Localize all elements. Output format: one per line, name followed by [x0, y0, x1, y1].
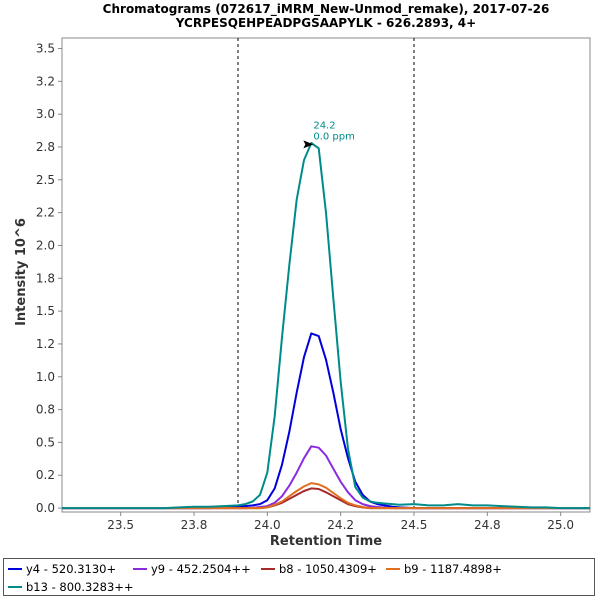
- y-tick-label: 1.2: [36, 337, 55, 351]
- series-layer: [62, 142, 590, 510]
- x-tick-label: 23.5: [107, 518, 134, 532]
- legend-swatch: [8, 586, 22, 588]
- legend-swatch: [261, 568, 275, 570]
- y-tick-label: 2.5: [36, 173, 55, 187]
- legend-item-3: b8 - 1050.4309+: [261, 561, 377, 577]
- x-axis: 23.5 23.8 24.0 24.2 24.5 24.8 25.0: [107, 512, 574, 532]
- legend-item-4: b9 - 1187.4898+: [386, 561, 502, 577]
- legend-swatch: [386, 568, 400, 570]
- x-tick-label: 24.5: [401, 518, 428, 532]
- legend-label: b13 - 800.3283++: [26, 580, 134, 594]
- y-tick-label: 3.2: [36, 74, 55, 88]
- legend-item-2: y9 - 452.2504++: [133, 561, 251, 577]
- legend-label: y4 - 520.3130+: [26, 562, 117, 576]
- y-tick-label: 2.8: [36, 140, 55, 154]
- y-tick-label: 2.2: [36, 206, 55, 220]
- x-tick-label: 23.8: [181, 518, 208, 532]
- peak-ppm-label: 0.0 ppm: [313, 131, 355, 142]
- y-tick-label: 1.8: [36, 271, 55, 285]
- y-axis: 0.0 0.2 0.5 0.8 1.0 1.2 1.5 1.8 2.0 2.2 2.5 2.8 3.0 3…: [36, 42, 62, 515]
- legend-item-5: b13 - 800.3283++: [8, 579, 134, 595]
- series-line-5: [62, 142, 590, 510]
- y-tick-label: 0.0: [36, 501, 55, 515]
- y-tick-label: 0.8: [36, 403, 55, 417]
- integration-boundaries: [237, 38, 415, 512]
- legend: y4 - 520.3130+ y9 - 452.2504++ b8 - 1050.4…: [3, 558, 595, 596]
- x-axis-label: Retention Time: [270, 534, 382, 549]
- chart-subtitle: YCRPESQEHPEADPGSAAPYLK - 626.2893, 4+: [175, 16, 476, 30]
- x-tick-label: 24.8: [474, 518, 501, 532]
- y-tick-label: 1.0: [36, 370, 55, 384]
- peak-rt-label: 24.2: [313, 120, 335, 131]
- y-tick-label: 0.5: [36, 435, 55, 449]
- y-tick-label: 3.0: [36, 107, 55, 121]
- peak-marker: [303, 140, 314, 149]
- legend-label: y9 - 452.2504++: [151, 562, 251, 576]
- x-tick-label: 25.0: [547, 518, 574, 532]
- legend-item-1: y4 - 520.3130+: [8, 561, 116, 577]
- chart-title: Chromatograms (072617_iMRM_New-Unmod_rem…: [103, 2, 550, 17]
- y-axis-label: Intensity 10^6: [14, 218, 29, 326]
- legend-swatch: [8, 568, 22, 570]
- legend-label: b8 - 1050.4309+: [279, 562, 377, 576]
- legend-swatch: [133, 568, 147, 570]
- peak-annotation: 24.2 0.0 ppm: [303, 120, 355, 149]
- x-tick-label: 24.0: [254, 518, 281, 532]
- y-tick-label: 1.5: [36, 304, 55, 318]
- x-tick-label: 24.2: [327, 518, 354, 532]
- legend-label: b9 - 1187.4898+: [404, 562, 502, 576]
- y-tick-label: 0.2: [36, 468, 55, 482]
- plot-area: [61, 37, 591, 513]
- y-tick-label: 2.0: [36, 238, 55, 252]
- y-tick-label: 3.5: [36, 42, 55, 56]
